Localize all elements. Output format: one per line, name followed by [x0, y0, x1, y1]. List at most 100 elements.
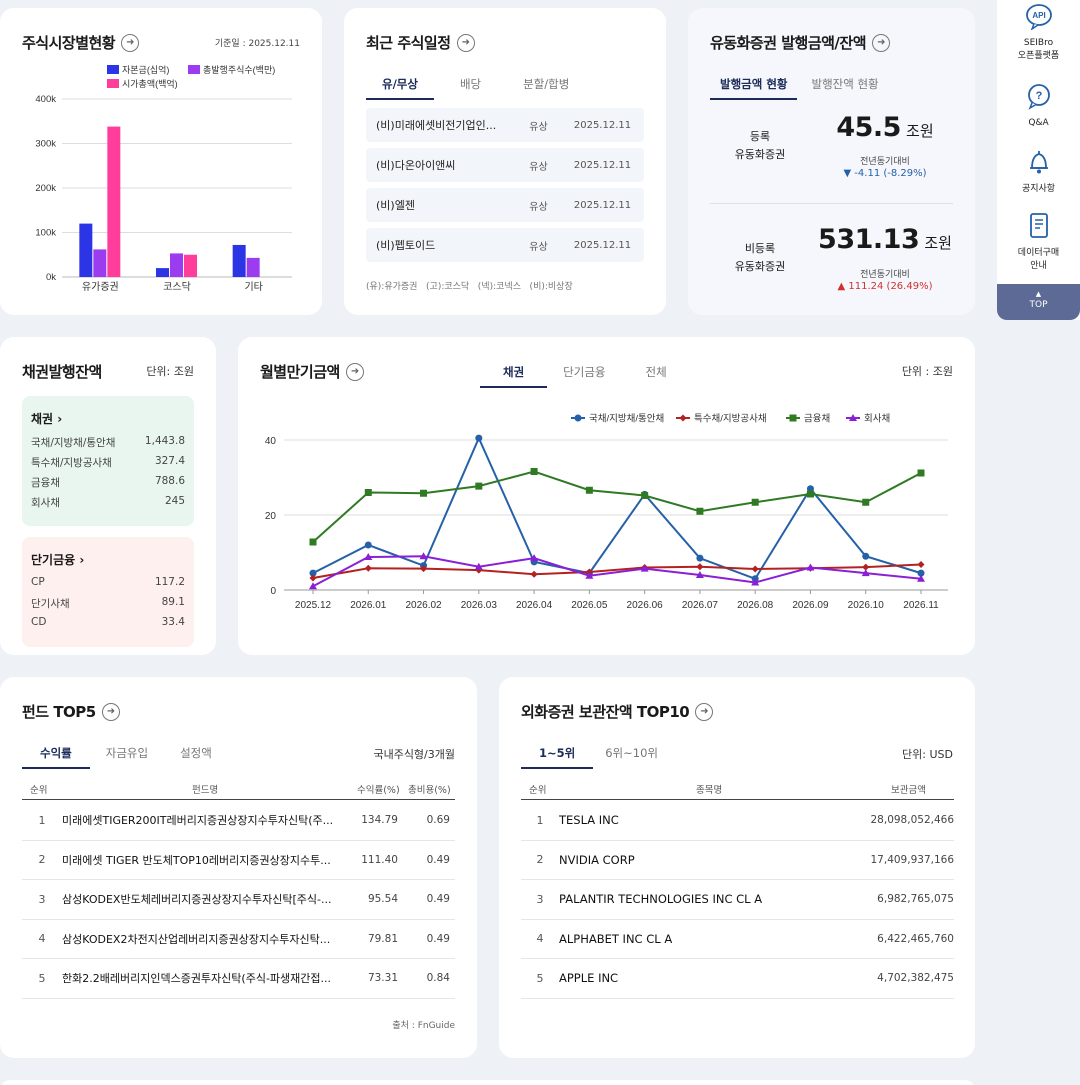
x-tick-label: 기타: [244, 281, 262, 293]
fund-row[interactable]: 4 삼성KODEX2차전지산업레버리지증권상장지수투자신탁... 79.81 0.49: [22, 920, 455, 959]
fund-row[interactable]: 3 삼성KODEX반도체레버리지증권상장지수투자신탁[주식-... 95.54 0.4…: [22, 880, 455, 920]
schedule-row[interactable]: (비)엘젠 유상 2025.12.11: [366, 188, 644, 222]
fund-row[interactable]: 1 미래에셋TIGER200IT레버리지증권상장지수투자신탁(주... 134.79…: [22, 801, 455, 841]
tab-short-finance[interactable]: 단기금융: [563, 365, 606, 379]
market-status-card: 주식시장별현황 ➜ 기준일 : 2025.12.11 자본금(십억) 총발행주식수…: [0, 8, 322, 315]
legend-label: 국채/지방채/통안채: [589, 414, 664, 425]
foreign-name[interactable]: NVIDIA CORP: [559, 852, 635, 867]
floating-securities-title[interactable]: 유동화증권 발행금액/잔액 ➜: [710, 32, 891, 53]
schedule-row[interactable]: (비)펩토이드 유상 2025.12.11: [366, 228, 644, 262]
monthly-maturity-title[interactable]: 월별만기금액 ➜: [260, 361, 364, 382]
fund-top5-title[interactable]: 펀드 TOP5 ➜: [22, 701, 120, 722]
bond-box-header[interactable]: 채권 ›: [31, 412, 63, 426]
arrow-right-icon[interactable]: ➜: [345, 362, 364, 381]
fund-name[interactable]: 미래에셋TIGER200IT레버리지증권상장지수투자신탁(주...: [62, 814, 334, 828]
data-point: [364, 564, 372, 572]
tab-paid-free[interactable]: 유/무상: [366, 76, 434, 100]
fund-name[interactable]: 삼성KODEX반도체레버리지증권상장지수투자신탁[주식-...: [62, 893, 332, 907]
tab-return[interactable]: 수익률: [22, 745, 90, 769]
x-tick-label: 2026.03: [461, 600, 498, 611]
tab-rank-6-10[interactable]: 6위~10위: [605, 746, 658, 760]
fund-return: 79.81: [367, 932, 398, 945]
scroll-top-button[interactable]: ▲ TOP: [997, 284, 1080, 320]
foreign-name[interactable]: PALANTIR TECHNOLOGIES INC CL A: [559, 892, 763, 907]
fund-return: 73.31: [367, 972, 398, 985]
bond-unit: 단위: 조원: [146, 365, 194, 378]
legend-label: 금융채: [804, 414, 830, 425]
series-line: [312, 555, 922, 588]
bond-box[interactable]: 채권 › 국채/지방채/통안채 1,443.8 특수채/지방공사채 327.4 금융…: [22, 396, 194, 526]
foreign-row[interactable]: 1 TESLA INC 28,098,052,466: [521, 801, 954, 841]
data-point: [364, 489, 372, 496]
caret-up-icon: ▲: [1035, 290, 1042, 298]
fund-filter[interactable]: 국내주식형/3개월: [373, 748, 455, 761]
data-point: [474, 562, 483, 570]
sidebar-item-qna[interactable]: ? Q&A: [997, 82, 1080, 130]
floating-tabs: 발행금액 현황 발행잔액 현황: [710, 76, 893, 100]
bar: [93, 249, 107, 277]
data-point: [917, 569, 925, 577]
x-tick-label: 유가증권: [82, 281, 119, 293]
x-tick-label: 2026.10: [848, 600, 885, 611]
data-point: [917, 574, 925, 582]
data-point: [862, 563, 870, 571]
arrow-right-icon[interactable]: ➜: [456, 33, 475, 52]
arrow-right-icon[interactable]: ➜: [101, 702, 120, 721]
data-point: [309, 574, 317, 582]
monthly-unit: 단위 : 조원: [901, 365, 953, 378]
foreign-name[interactable]: APPLE INC: [559, 971, 619, 986]
market-status-title[interactable]: 주식시장별현황 ➜: [22, 32, 140, 53]
sidebar-item-open-platform[interactable]: API SEIBro 오픈플랫폼: [997, 2, 1080, 63]
sidebar-item-data-purchase[interactable]: 데이터구매 안내: [997, 212, 1080, 273]
fund-name[interactable]: 삼성KODEX2차전지산업레버리지증권상장지수투자신탁...: [62, 932, 331, 946]
tab-dividend[interactable]: 배당: [459, 77, 482, 91]
x-tick-label: 2026.09: [792, 600, 829, 611]
data-point: [789, 414, 797, 422]
arrow-right-icon[interactable]: ➜: [872, 33, 891, 52]
x-tick-label: 코스닥: [163, 281, 191, 293]
tab-inflow[interactable]: 자금유입: [105, 746, 149, 760]
schedule-footnote: (유):유가증권 (고):코스닥 (넥):코넥스 (비):비상장: [366, 282, 573, 292]
tab-balance[interactable]: 발행잔액 현황: [811, 77, 879, 91]
foreign-row[interactable]: 5 APPLE INC 4,702,382,475: [521, 959, 954, 999]
data-point: [475, 434, 483, 442]
foreign-securities-title[interactable]: 외화증권 보관잔액 TOP10 ➜: [521, 701, 714, 722]
fund-name[interactable]: 미래에셋 TIGER 반도체TOP10레버리지증권상장지수투...: [62, 853, 331, 867]
arrow-right-icon[interactable]: ➜: [695, 702, 714, 721]
tab-split-merge[interactable]: 분할/합병: [523, 77, 570, 91]
sidebar-item-notice[interactable]: 공지사항: [997, 148, 1080, 196]
x-tick-label: 2026.08: [737, 600, 774, 611]
x-tick-label: 2025.12: [295, 600, 332, 611]
foreign-rank: 4: [536, 932, 544, 946]
foreign-name[interactable]: TESLA INC: [559, 813, 619, 828]
schedule-row[interactable]: (비)다온아이앤씨 유상 2025.12.11: [366, 148, 644, 182]
fund-row[interactable]: 5 한화2.2배레버리지인덱스증권투자신탁(주식-파생재간접... 73.31 0.8…: [22, 959, 455, 999]
foreign-name[interactable]: ALPHABET INC CL A: [559, 931, 673, 946]
registered-compare: ▼ -4.11 (-8.29%): [843, 168, 927, 179]
tab-all[interactable]: 전체: [645, 365, 667, 379]
tab-bond[interactable]: 채권: [480, 364, 548, 388]
monthly-maturity-card: 월별만기금액 ➜ 채권 단기금융 전체 단위 : 조원 0 20 40 2025.12…: [238, 337, 975, 655]
foreign-rank: 5: [536, 971, 544, 985]
short-finance-box[interactable]: 단기금융 › CP 117.2 단기사채 89.1 CD 33.4: [22, 537, 194, 647]
foreign-row[interactable]: 3 PALANTIR TECHNOLOGIES INC CL A 6,982,765…: [521, 880, 954, 920]
tab-setup[interactable]: 설정액: [180, 746, 212, 760]
short-finance-header[interactable]: 단기금융 ›: [31, 553, 85, 567]
fund-return: 111.40: [361, 853, 398, 866]
y-tick-label: 0k: [46, 272, 56, 283]
foreign-row[interactable]: 2 NVIDIA CORP 17,409,937,166: [521, 841, 954, 880]
stock-schedule-title[interactable]: 최근 주식일정 ➜: [366, 32, 475, 53]
legend-swatch: [107, 79, 119, 88]
data-point: [309, 569, 317, 577]
arrow-right-icon[interactable]: ➜: [121, 33, 140, 52]
x-tick-label: 2026.07: [682, 600, 719, 611]
fund-rank: 1: [38, 813, 46, 827]
foreign-row[interactable]: 4 ALPHABET INC CL A 6,422,465,760: [521, 920, 954, 959]
schedule-row[interactable]: (비)미래에셋비전기업인... 유상 2025.12.11: [366, 108, 644, 142]
fund-name[interactable]: 한화2.2배레버리지인덱스증권투자신탁(주식-파생재간접...: [62, 972, 332, 986]
tab-rank-1-5[interactable]: 1~5위: [521, 745, 594, 769]
fund-row[interactable]: 2 미래에셋 TIGER 반도체TOP10레버리지증권상장지수투... 111.40…: [22, 841, 455, 880]
unregistered-compare-label: 전년동기대비: [860, 270, 910, 280]
data-point: [530, 570, 538, 578]
tab-issue-amount[interactable]: 발행금액 현황: [710, 76, 798, 100]
